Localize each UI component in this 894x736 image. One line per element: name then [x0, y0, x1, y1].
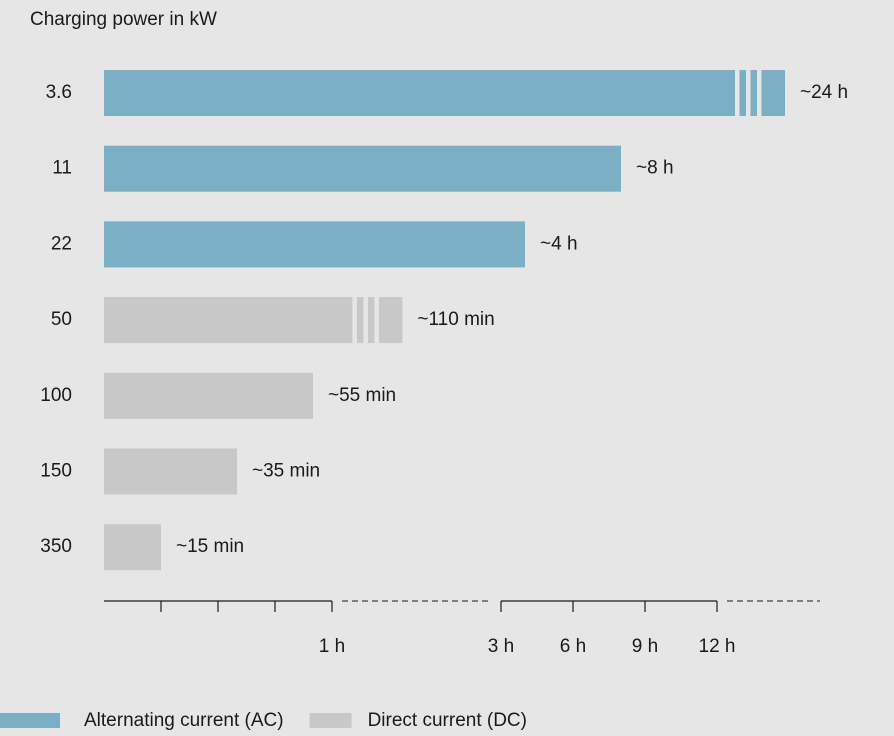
y-tick-label: 3.6: [46, 82, 72, 103]
bar-break: [757, 70, 762, 116]
value-label: ~110 min: [417, 309, 494, 330]
y-tick-label: 350: [40, 536, 72, 557]
legend-swatch: [0, 713, 60, 728]
value-label: ~55 min: [328, 385, 396, 406]
x-tick-label: 12 h: [699, 636, 736, 657]
bar-break: [746, 70, 751, 116]
bar: [104, 70, 785, 116]
bar-break: [352, 297, 357, 344]
bar-break: [374, 297, 379, 344]
y-tick-label: 100: [40, 385, 72, 406]
value-label: ~8 h: [636, 158, 674, 179]
x-tick-label: 3 h: [488, 636, 514, 657]
bar: [104, 221, 525, 268]
legend-label: Alternating current (AC): [84, 710, 284, 731]
bar: [104, 145, 621, 192]
value-label: ~15 min: [176, 536, 244, 557]
legend-label: Direct current (DC): [368, 710, 527, 731]
x-tick-label: 6 h: [560, 636, 586, 657]
chart-title: Charging power in kW: [30, 9, 217, 30]
x-tick-label: 9 h: [632, 636, 658, 657]
y-tick-label: 11: [52, 158, 72, 179]
bar: [104, 524, 161, 571]
bar: [104, 448, 237, 495]
legend-swatch: [309, 713, 352, 728]
value-label: ~35 min: [252, 461, 320, 482]
x-tick-label: 1 h: [319, 636, 345, 657]
bar-break: [363, 297, 368, 344]
y-tick-label: 50: [51, 309, 72, 330]
y-tick-label: 150: [40, 461, 72, 482]
bar: [104, 372, 314, 419]
value-label: ~4 h: [540, 233, 578, 254]
value-label: ~24 h: [800, 82, 848, 103]
bar-break: [735, 70, 740, 116]
y-tick-label: 22: [51, 233, 72, 254]
bar: [104, 297, 403, 344]
